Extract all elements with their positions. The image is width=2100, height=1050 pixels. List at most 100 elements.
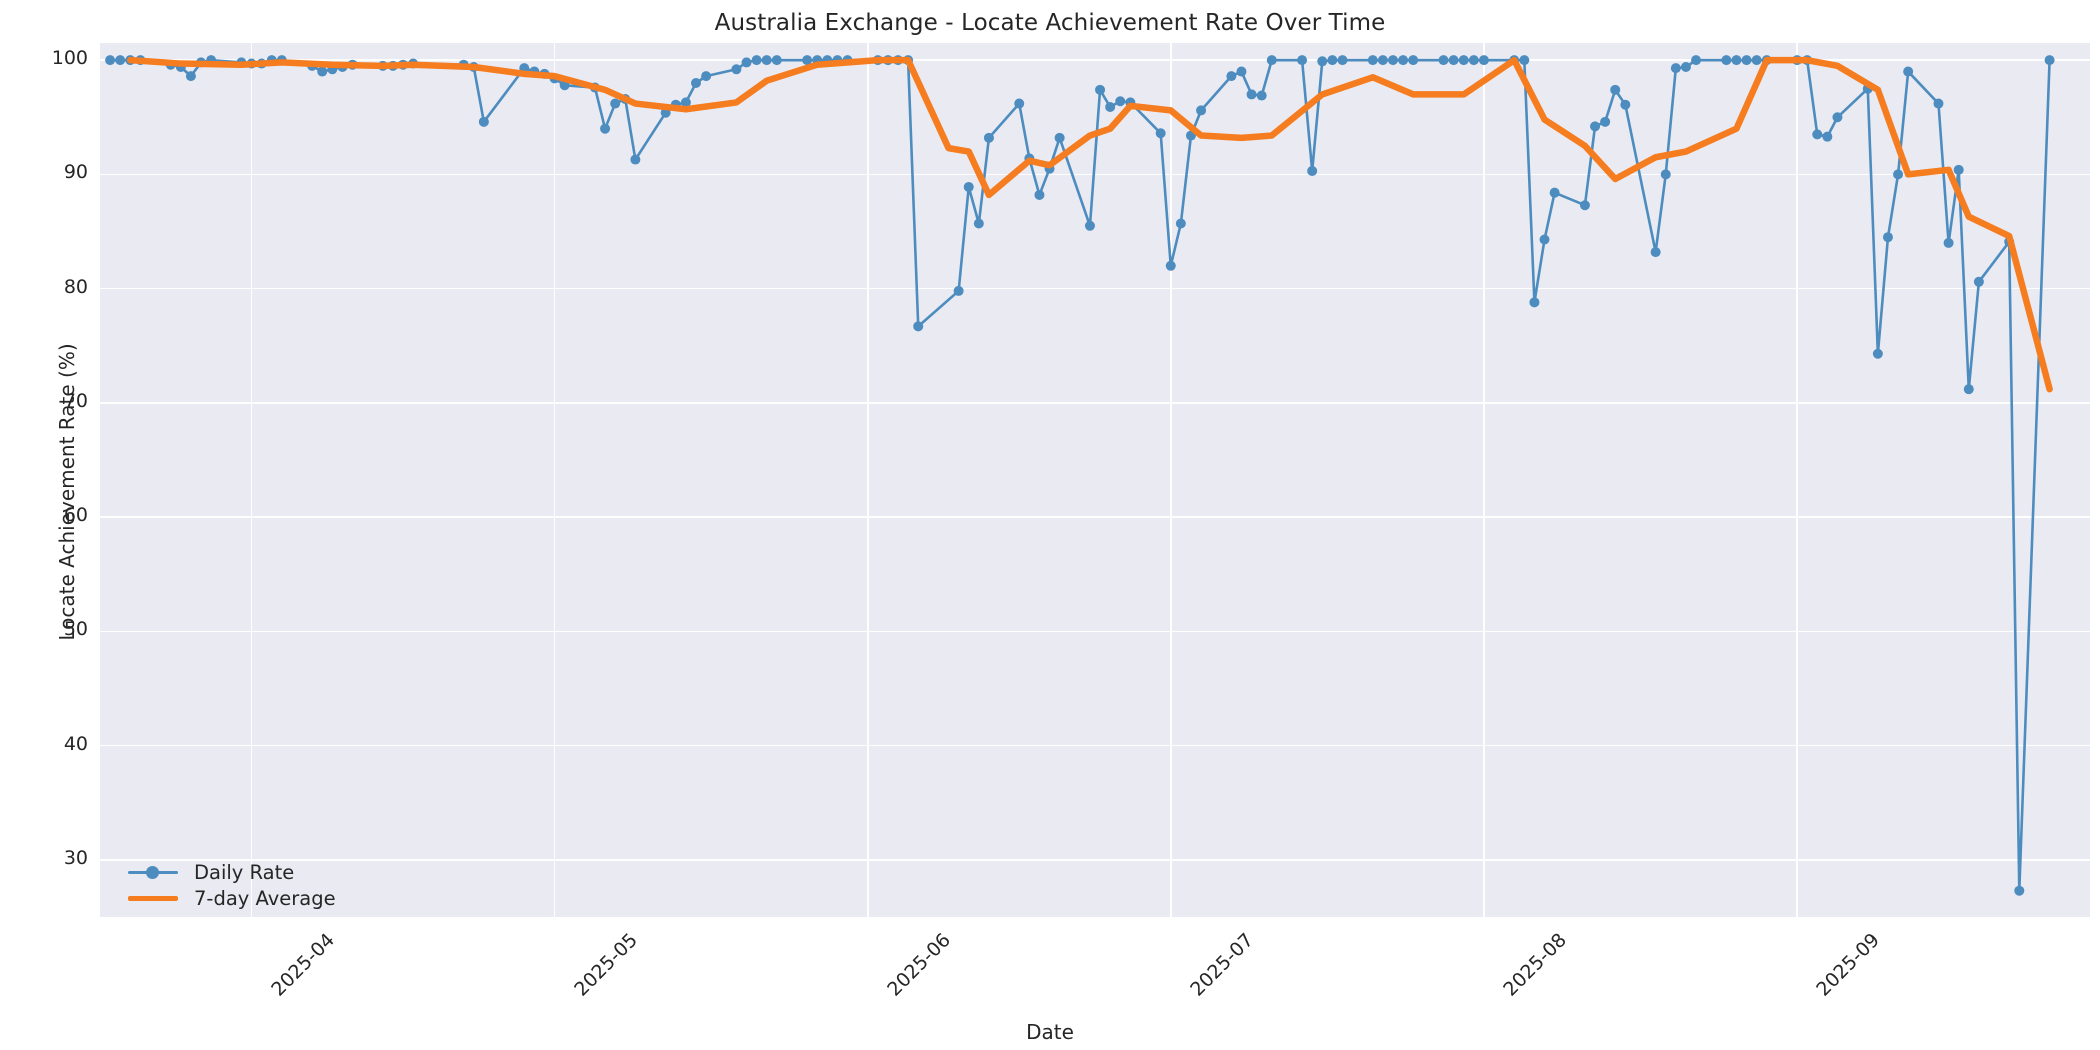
daily-rate-marker xyxy=(1549,187,1560,198)
daily-rate-marker xyxy=(105,55,116,66)
gridline-horizontal xyxy=(100,402,2090,404)
daily-rate-marker xyxy=(1943,237,1954,248)
gridline-vertical xyxy=(1796,43,1798,917)
x-axis-label: Date xyxy=(1026,1020,1074,1044)
daily-rate-marker xyxy=(1529,297,1540,308)
daily-rate-marker xyxy=(1590,121,1601,132)
daily-rate-marker xyxy=(1054,132,1065,143)
daily-rate-marker xyxy=(761,55,772,66)
daily-rate-marker xyxy=(1478,55,1489,66)
daily-rate-marker xyxy=(1175,218,1186,229)
daily-rate-marker xyxy=(1660,169,1671,180)
daily-rate-marker xyxy=(1519,55,1530,66)
series-plot xyxy=(105,55,2055,896)
daily-rate-marker xyxy=(731,64,742,75)
x-tick-label: 2025-06 xyxy=(882,929,955,1001)
daily-rate-marker xyxy=(630,154,641,165)
daily-rate-marker xyxy=(1438,55,1449,66)
gridline-horizontal xyxy=(100,287,2090,290)
daily-rate-marker xyxy=(1610,84,1621,95)
daily-rate-marker xyxy=(115,55,126,66)
daily-rate-marker xyxy=(1367,55,1378,66)
daily-rate-marker xyxy=(1317,56,1328,67)
daily-rate-marker xyxy=(1822,131,1833,142)
daily-rate-marker xyxy=(983,132,994,143)
daily-rate-marker xyxy=(1115,96,1126,107)
y-tick-label: 90 xyxy=(63,161,88,184)
legend-item-seven-day-average: 7-day Average xyxy=(124,885,336,911)
daily-rate-marker xyxy=(1903,66,1914,77)
daily-rate-marker xyxy=(1327,55,1338,66)
daily-rate-marker xyxy=(1670,63,1681,74)
x-tick-label: 2025-09 xyxy=(1812,929,1884,1001)
legend-label-seven-day-average: 7-day Average xyxy=(194,886,336,910)
legend-label-daily-rate: Daily Rate xyxy=(194,860,295,884)
daily-rate-marker xyxy=(1155,128,1166,139)
y-tick-label: 30 xyxy=(63,846,88,869)
y-tick-label: 80 xyxy=(63,275,88,298)
daily-rate-marker xyxy=(1468,55,1479,66)
daily-rate-marker xyxy=(1458,55,1469,66)
y-tick-label: 40 xyxy=(63,732,88,755)
x-tick-label: 2025-07 xyxy=(1186,929,1258,1001)
daily-rate-marker xyxy=(963,181,974,192)
daily-rate-marker xyxy=(1691,55,1702,66)
daily-rate-marker xyxy=(1377,55,1388,66)
daily-rate-marker xyxy=(1408,55,1419,66)
daily-rate-marker xyxy=(1539,234,1550,245)
daily-rate-marker xyxy=(1721,55,1732,66)
gridline-vertical xyxy=(866,43,869,917)
daily-rate-marker xyxy=(1933,98,1944,109)
legend-line-seven-day-average xyxy=(128,895,178,901)
daily-rate-marker xyxy=(1105,101,1116,112)
gridline-vertical xyxy=(250,43,253,917)
gridline-horizontal xyxy=(100,744,2090,747)
daily-rate-marker xyxy=(1812,129,1823,140)
gridline-vertical xyxy=(1169,43,1172,917)
daily-rate-marker xyxy=(2044,55,2055,66)
y-tick-label: 70 xyxy=(63,389,88,412)
daily-rate-marker xyxy=(1973,276,1984,287)
daily-rate-marker xyxy=(1034,189,1045,200)
legend-item-daily-rate: Daily Rate xyxy=(124,859,336,885)
legend-swatch-daily-rate xyxy=(124,861,182,883)
x-tick-label: 2025-08 xyxy=(1499,929,1571,1001)
daily-rate-marker xyxy=(1620,99,1631,110)
daily-rate-marker xyxy=(317,66,328,77)
daily-rate-marker xyxy=(741,57,752,68)
chart-legend: Daily Rate 7-day Average xyxy=(118,855,344,915)
y-tick-label: 60 xyxy=(63,504,88,527)
x-tick-label: 2025-04 xyxy=(266,929,339,1001)
gridline-horizontal xyxy=(100,516,2090,518)
gridline-vertical xyxy=(1483,43,1485,917)
daily-rate-marker xyxy=(1963,384,1974,395)
daily-rate-marker xyxy=(1196,105,1207,116)
daily-rate-marker xyxy=(1014,98,1025,109)
daily-rate-marker xyxy=(1751,55,1762,66)
daily-rate-marker xyxy=(1084,220,1095,231)
legend-swatch-seven-day-average xyxy=(124,887,182,909)
daily-rate-marker xyxy=(953,285,964,296)
x-tick-label: 2025-05 xyxy=(569,929,642,1001)
daily-rate-marker xyxy=(2014,885,2025,896)
daily-rate-marker xyxy=(913,321,924,332)
legend-marker-daily-rate xyxy=(146,865,159,879)
daily-rate-marker xyxy=(1398,55,1409,66)
daily-rate-marker xyxy=(1226,71,1237,82)
daily-rate-marker xyxy=(1882,232,1893,243)
daily-rate-marker xyxy=(1387,55,1398,66)
daily-rate-marker xyxy=(1266,55,1277,66)
daily-rate-marker xyxy=(973,218,984,229)
daily-rate-marker xyxy=(1893,169,1904,180)
daily-rate-marker xyxy=(690,77,701,88)
daily-rate-marker xyxy=(1953,164,1964,175)
daily-rate-marker xyxy=(1680,61,1691,72)
daily-rate-marker xyxy=(185,71,196,82)
daily-rate-marker xyxy=(1297,55,1308,66)
daily-rate-marker xyxy=(802,55,813,66)
daily-rate-marker xyxy=(701,71,712,82)
daily-rate-marker xyxy=(680,97,691,108)
y-tick-label: 50 xyxy=(63,618,88,641)
seven-day-average-line xyxy=(127,56,2053,393)
